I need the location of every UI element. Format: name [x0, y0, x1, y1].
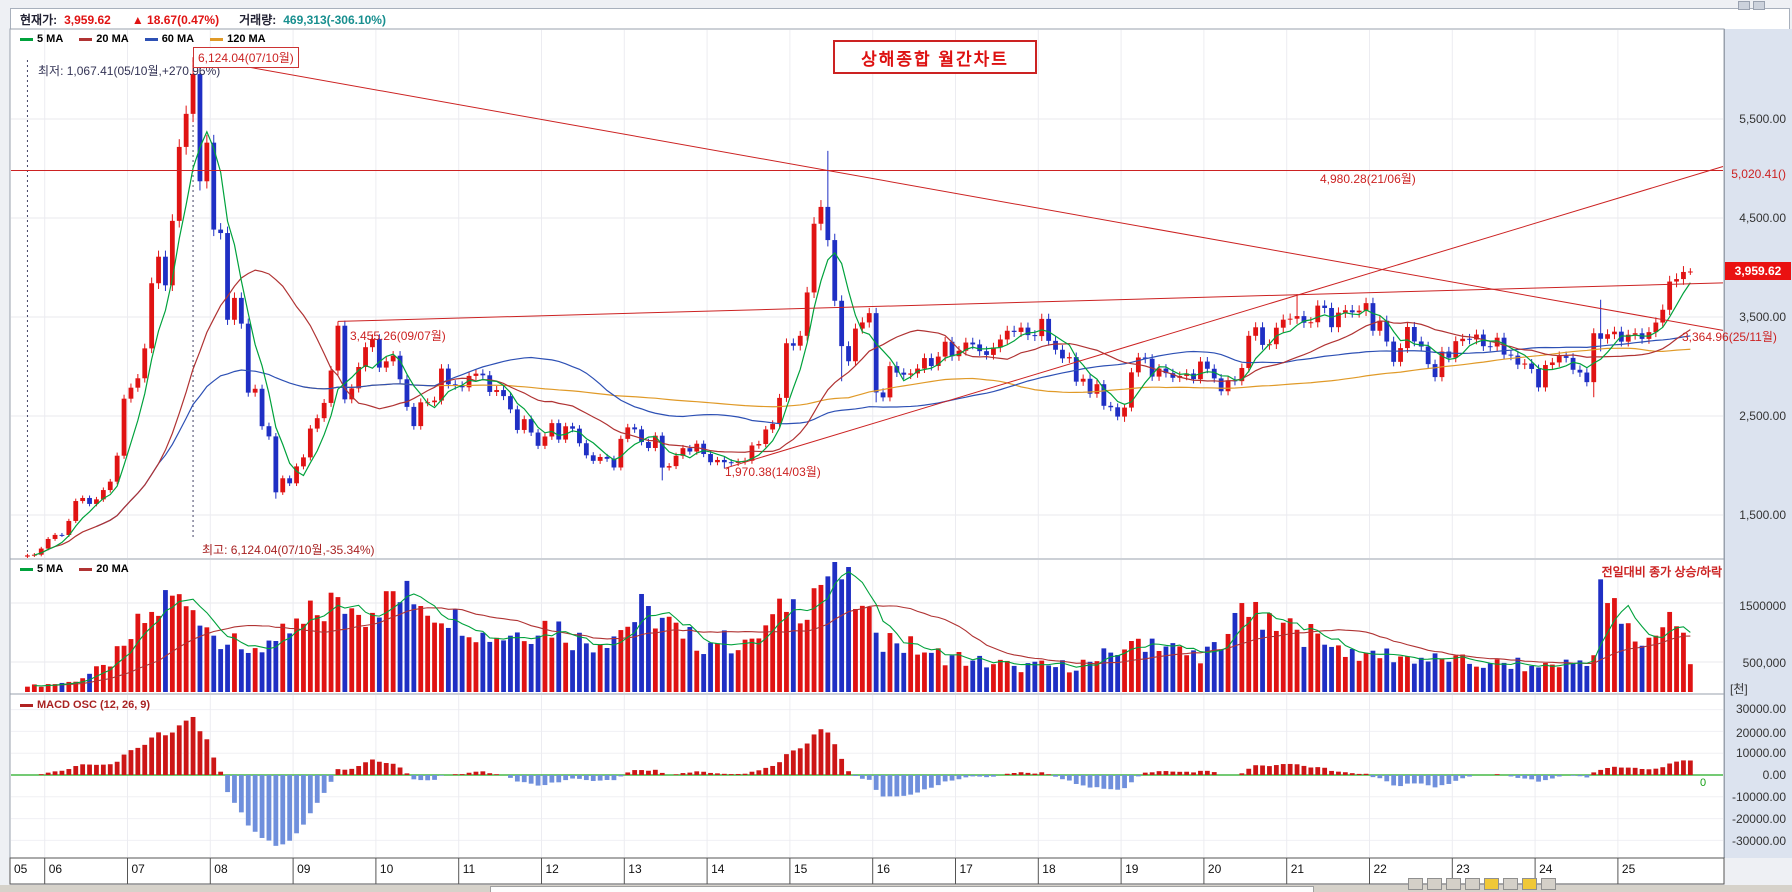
legend-label: 60 MA [161, 33, 195, 45]
x-axis-year-label: 11 [462, 862, 476, 876]
price-tick-4500: 4,500.00 [1739, 211, 1786, 225]
toolbar-mini-icon[interactable] [1446, 878, 1461, 890]
macd-tick-20000: 20000.00 [1735, 726, 1786, 740]
x-axis-year-label: 25 [1621, 862, 1636, 876]
macd-dash-icon [20, 703, 33, 707]
x-axis-year-label: 20 [1207, 862, 1222, 876]
ma5-dash-icon [20, 37, 33, 41]
volume-tick-500000: 500,000 [1742, 656, 1786, 670]
x-axis-year-label: 15 [793, 862, 808, 876]
annotation-alltime-low: 최저: 1,067.41(05/10월,+270.96%) [38, 64, 221, 78]
legend-item-ma60: 60 MA [144, 33, 195, 45]
toolbar-mini-icon[interactable] [1503, 878, 1518, 890]
x-axis-year-label: 05 [14, 862, 28, 876]
legend-label: 20 MA [96, 563, 129, 575]
current-price-value: 3,959.62 [64, 12, 111, 27]
legend-item-vol-ma20: 20 MA [79, 563, 129, 575]
x-axis-year-label: 12 [545, 862, 559, 876]
price-tick-1500: 1,500.00 [1739, 508, 1786, 522]
legend-label: 20 MA [96, 33, 129, 45]
macd-tick-0: 0.00 [1762, 768, 1786, 782]
macd-tick-neg30000: -30000.00 [1731, 834, 1786, 848]
ma120-dash-icon [210, 37, 224, 41]
x-axis-year-label: 13 [628, 862, 642, 876]
x-axis-year-label: 09 [297, 862, 311, 876]
window-mini-icon[interactable] [1753, 1, 1765, 10]
price-axis-gutter [1724, 29, 1792, 858]
volume-label: 거래량: [239, 13, 277, 27]
vol-ma20-dash-icon [79, 567, 93, 571]
volume-tick-1500000: 1500000 [1739, 599, 1786, 613]
macd-legend: MACD OSC (12, 26, 9) [20, 699, 150, 711]
x-axis-year-label: 19 [1125, 862, 1139, 876]
vol-ma5-dash-icon [20, 567, 33, 571]
x-axis-year-label: 21 [1290, 862, 1305, 876]
legend-item-ma120: 120 MA [210, 33, 266, 45]
ma20-dash-icon [79, 37, 93, 41]
current-price-label: 현재가: [20, 13, 58, 27]
x-axis-year-label: 24 [1539, 862, 1553, 876]
toolbar-mini-icon[interactable] [1541, 878, 1556, 890]
legend-item-ma20: 20 MA [79, 33, 129, 45]
x-axis-year-label: 14 [711, 862, 725, 876]
volume-panel-note: 전일대비 종가 상승/하락 [1601, 565, 1722, 579]
x-axis-year-label: 17 [959, 862, 973, 876]
price-tick-5500: 5,500.00 [1739, 112, 1786, 126]
price-tick-3500: 3,500.00 [1739, 310, 1786, 324]
legend-label: 5 MA [37, 33, 64, 45]
macd-zero-label: 0 [1700, 777, 1707, 789]
legend-item-macd: MACD OSC (12, 26, 9) [20, 699, 150, 711]
volume-value: 469,313(-306.10%) [283, 12, 386, 27]
price-change-value: ▲ 18.67(0.47%) [131, 12, 220, 27]
ma60-dash-icon [144, 37, 158, 41]
legend-label: 120 MA [227, 33, 266, 45]
toolbar-mini-icon[interactable] [1465, 878, 1480, 890]
legend-item-vol-ma5: 5 MA [20, 563, 63, 575]
x-axis-year-label: 08 [214, 862, 228, 876]
price-tick-trendline-value: 5,020.41() [1731, 167, 1786, 181]
macd-tick-neg10000: -10000.00 [1731, 790, 1786, 804]
window-mini-icon[interactable] [1738, 1, 1750, 10]
annotation-peak-2009: 3,455.26(09/07월) [350, 329, 446, 343]
annotation-level-2021: 4,980.28(21/06월) [1320, 172, 1416, 186]
annotation-trendline-now: 3,364.96(25/11월) [1682, 330, 1777, 344]
current-price-marker: 3,959.62 [1725, 262, 1791, 280]
x-axis-year-label: 10 [379, 862, 394, 876]
x-axis-year-label: 22 [1373, 862, 1387, 876]
x-axis-year-label: 23 [1456, 862, 1470, 876]
legend-item-ma5: 5 MA [20, 33, 63, 45]
x-axis-year-label: 18 [1042, 862, 1056, 876]
annotation-low-2014: 1,970.38(14/03월) [725, 465, 821, 479]
macd-tick-30000: 30000.00 [1735, 702, 1786, 716]
popup-edge [490, 886, 1314, 892]
legend-label: MACD OSC (12, 26, 9) [37, 699, 151, 711]
toolbar-mini-icon[interactable] [1408, 878, 1423, 890]
x-axis-year-label: 06 [48, 862, 63, 876]
x-axis-year-label: 16 [876, 862, 891, 876]
annotation-alltime-high-callout: 6,124.04(07/10월) [193, 47, 299, 68]
toolbar-mini-icon-folder[interactable] [1484, 878, 1499, 890]
volume-unit-label: [천] [1730, 682, 1748, 696]
chart-title-box: 상해종합 월간차트 [833, 40, 1037, 74]
price-tick-2500: 2,500.00 [1739, 409, 1786, 423]
main-ma-legend: 5 MA 20 MA 60 MA 120 MA [20, 33, 266, 45]
x-axis-year-label: 07 [131, 862, 145, 876]
volume-ma-legend: 5 MA 20 MA [20, 563, 129, 575]
macd-tick-neg20000: -20000.00 [1731, 812, 1786, 826]
toolbar-mini-icon[interactable] [1427, 878, 1442, 890]
annotation-alltime-high: 최고: 6,124.04(07/10월,-35.34%) [202, 543, 375, 557]
toolbar-mini-icon-folder[interactable] [1522, 878, 1537, 890]
macd-tick-10000: 10000.00 [1735, 746, 1786, 760]
legend-label: 5 MA [37, 563, 64, 575]
